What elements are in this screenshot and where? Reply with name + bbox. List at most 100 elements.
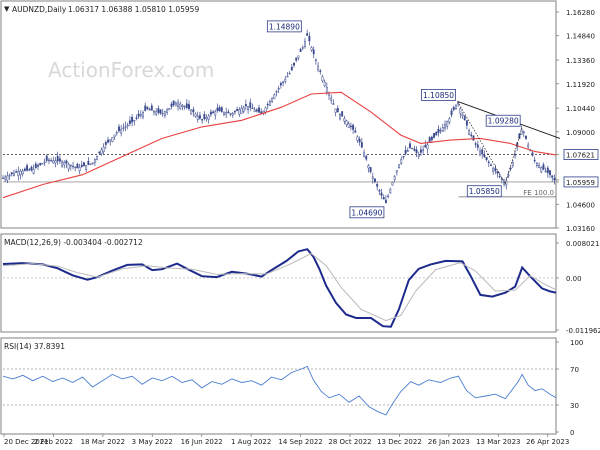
price-tick-label: 1.04600 xyxy=(566,201,595,209)
candle-body xyxy=(380,192,383,196)
candle-body xyxy=(481,149,484,155)
candle-body xyxy=(334,108,337,113)
candle-body xyxy=(85,164,88,170)
candle-body xyxy=(15,171,18,173)
date-tick-label: 2 Feb 2022 xyxy=(34,438,73,446)
candle-body xyxy=(93,159,96,163)
candle-body xyxy=(553,177,556,181)
candle-body xyxy=(520,129,523,135)
candle-body xyxy=(139,114,142,116)
candle-body xyxy=(19,170,22,176)
price-level-tag xyxy=(563,149,599,160)
symbol-label: AUDNZD,Daily xyxy=(12,5,67,14)
candle-body xyxy=(293,62,295,66)
candle-body xyxy=(192,109,195,113)
candle-body xyxy=(172,100,175,106)
candle-body xyxy=(439,129,442,132)
candle-body xyxy=(67,163,70,170)
candle-body xyxy=(133,119,136,122)
candle-body xyxy=(288,73,291,75)
candle-body xyxy=(384,199,387,204)
moving-average-line xyxy=(2,91,557,199)
candle-body xyxy=(341,111,344,117)
candle-body xyxy=(500,178,503,180)
candle-body xyxy=(113,134,116,138)
candle-body xyxy=(363,152,365,157)
candle-body xyxy=(332,103,335,105)
candle-body xyxy=(343,118,346,122)
ohlc-label: 1.06317 1.06388 1.05810 1.05959 xyxy=(68,5,199,14)
candle-body xyxy=(402,156,405,158)
price-tick-label: 1.03160 xyxy=(566,225,595,233)
candle-body xyxy=(339,113,341,120)
candle-body xyxy=(369,167,372,173)
candle-body xyxy=(365,155,368,160)
candle-body xyxy=(465,120,468,126)
candle-body xyxy=(115,132,118,134)
annotation-box xyxy=(466,185,502,198)
trendline-2 xyxy=(504,127,523,184)
candle-body xyxy=(188,104,190,110)
candle-body xyxy=(538,165,541,168)
candle-body xyxy=(459,108,462,114)
candle-body xyxy=(542,164,545,170)
candle-body xyxy=(126,124,129,127)
candle-body xyxy=(218,107,221,112)
price-tick-label: 1.10440 xyxy=(566,105,595,113)
candle-body xyxy=(374,178,376,182)
annotation-box xyxy=(421,88,456,101)
candle-body xyxy=(63,161,66,166)
candle-body xyxy=(415,149,418,153)
candle-body xyxy=(258,107,260,113)
candle-body xyxy=(91,162,94,164)
candle-body xyxy=(231,112,234,116)
candle-body xyxy=(148,109,151,111)
candle-body xyxy=(387,195,390,198)
candle-body xyxy=(284,78,287,82)
candle-body xyxy=(122,127,125,129)
macd-tick-label: -0.011962 xyxy=(566,327,600,335)
candle-body xyxy=(476,144,479,148)
candle-body xyxy=(227,111,230,114)
candle-body xyxy=(102,146,105,153)
candle-body xyxy=(78,167,81,172)
candle-body xyxy=(448,118,451,123)
candle-body xyxy=(301,47,304,49)
candle-body xyxy=(181,104,184,107)
macd-panel-frame xyxy=(0,233,557,333)
candle-body xyxy=(185,103,188,108)
candle-body xyxy=(109,139,112,142)
candle-body xyxy=(422,149,425,152)
candle-body xyxy=(198,115,201,119)
candle-body xyxy=(209,111,212,115)
watermark: ActionForex.com xyxy=(48,58,214,82)
candle-body xyxy=(26,165,29,171)
candle-body xyxy=(461,114,464,116)
candle-body xyxy=(214,111,217,116)
candle-body xyxy=(367,165,370,169)
candle-body xyxy=(58,158,61,162)
candle-body xyxy=(498,175,501,178)
rsi-tick-label: 70 xyxy=(570,366,579,374)
macd-lines xyxy=(2,248,557,328)
candle-body xyxy=(290,67,293,71)
candle-body xyxy=(297,55,300,59)
candle-body xyxy=(251,107,254,110)
candle-body xyxy=(544,170,547,173)
candle-body xyxy=(111,137,114,142)
candle-body xyxy=(201,119,204,121)
candle-body xyxy=(120,129,123,134)
candle-body xyxy=(69,164,72,167)
candle-body xyxy=(30,166,33,171)
candle-body xyxy=(146,106,149,110)
candle-body xyxy=(395,170,398,173)
candle-body xyxy=(233,111,236,113)
candle-body xyxy=(76,163,79,169)
trendline-1 xyxy=(457,101,506,184)
candle-body xyxy=(424,145,427,148)
candle-body xyxy=(150,105,153,111)
candle-body xyxy=(468,130,471,135)
candle-body xyxy=(194,113,197,117)
candle-body xyxy=(454,104,457,109)
